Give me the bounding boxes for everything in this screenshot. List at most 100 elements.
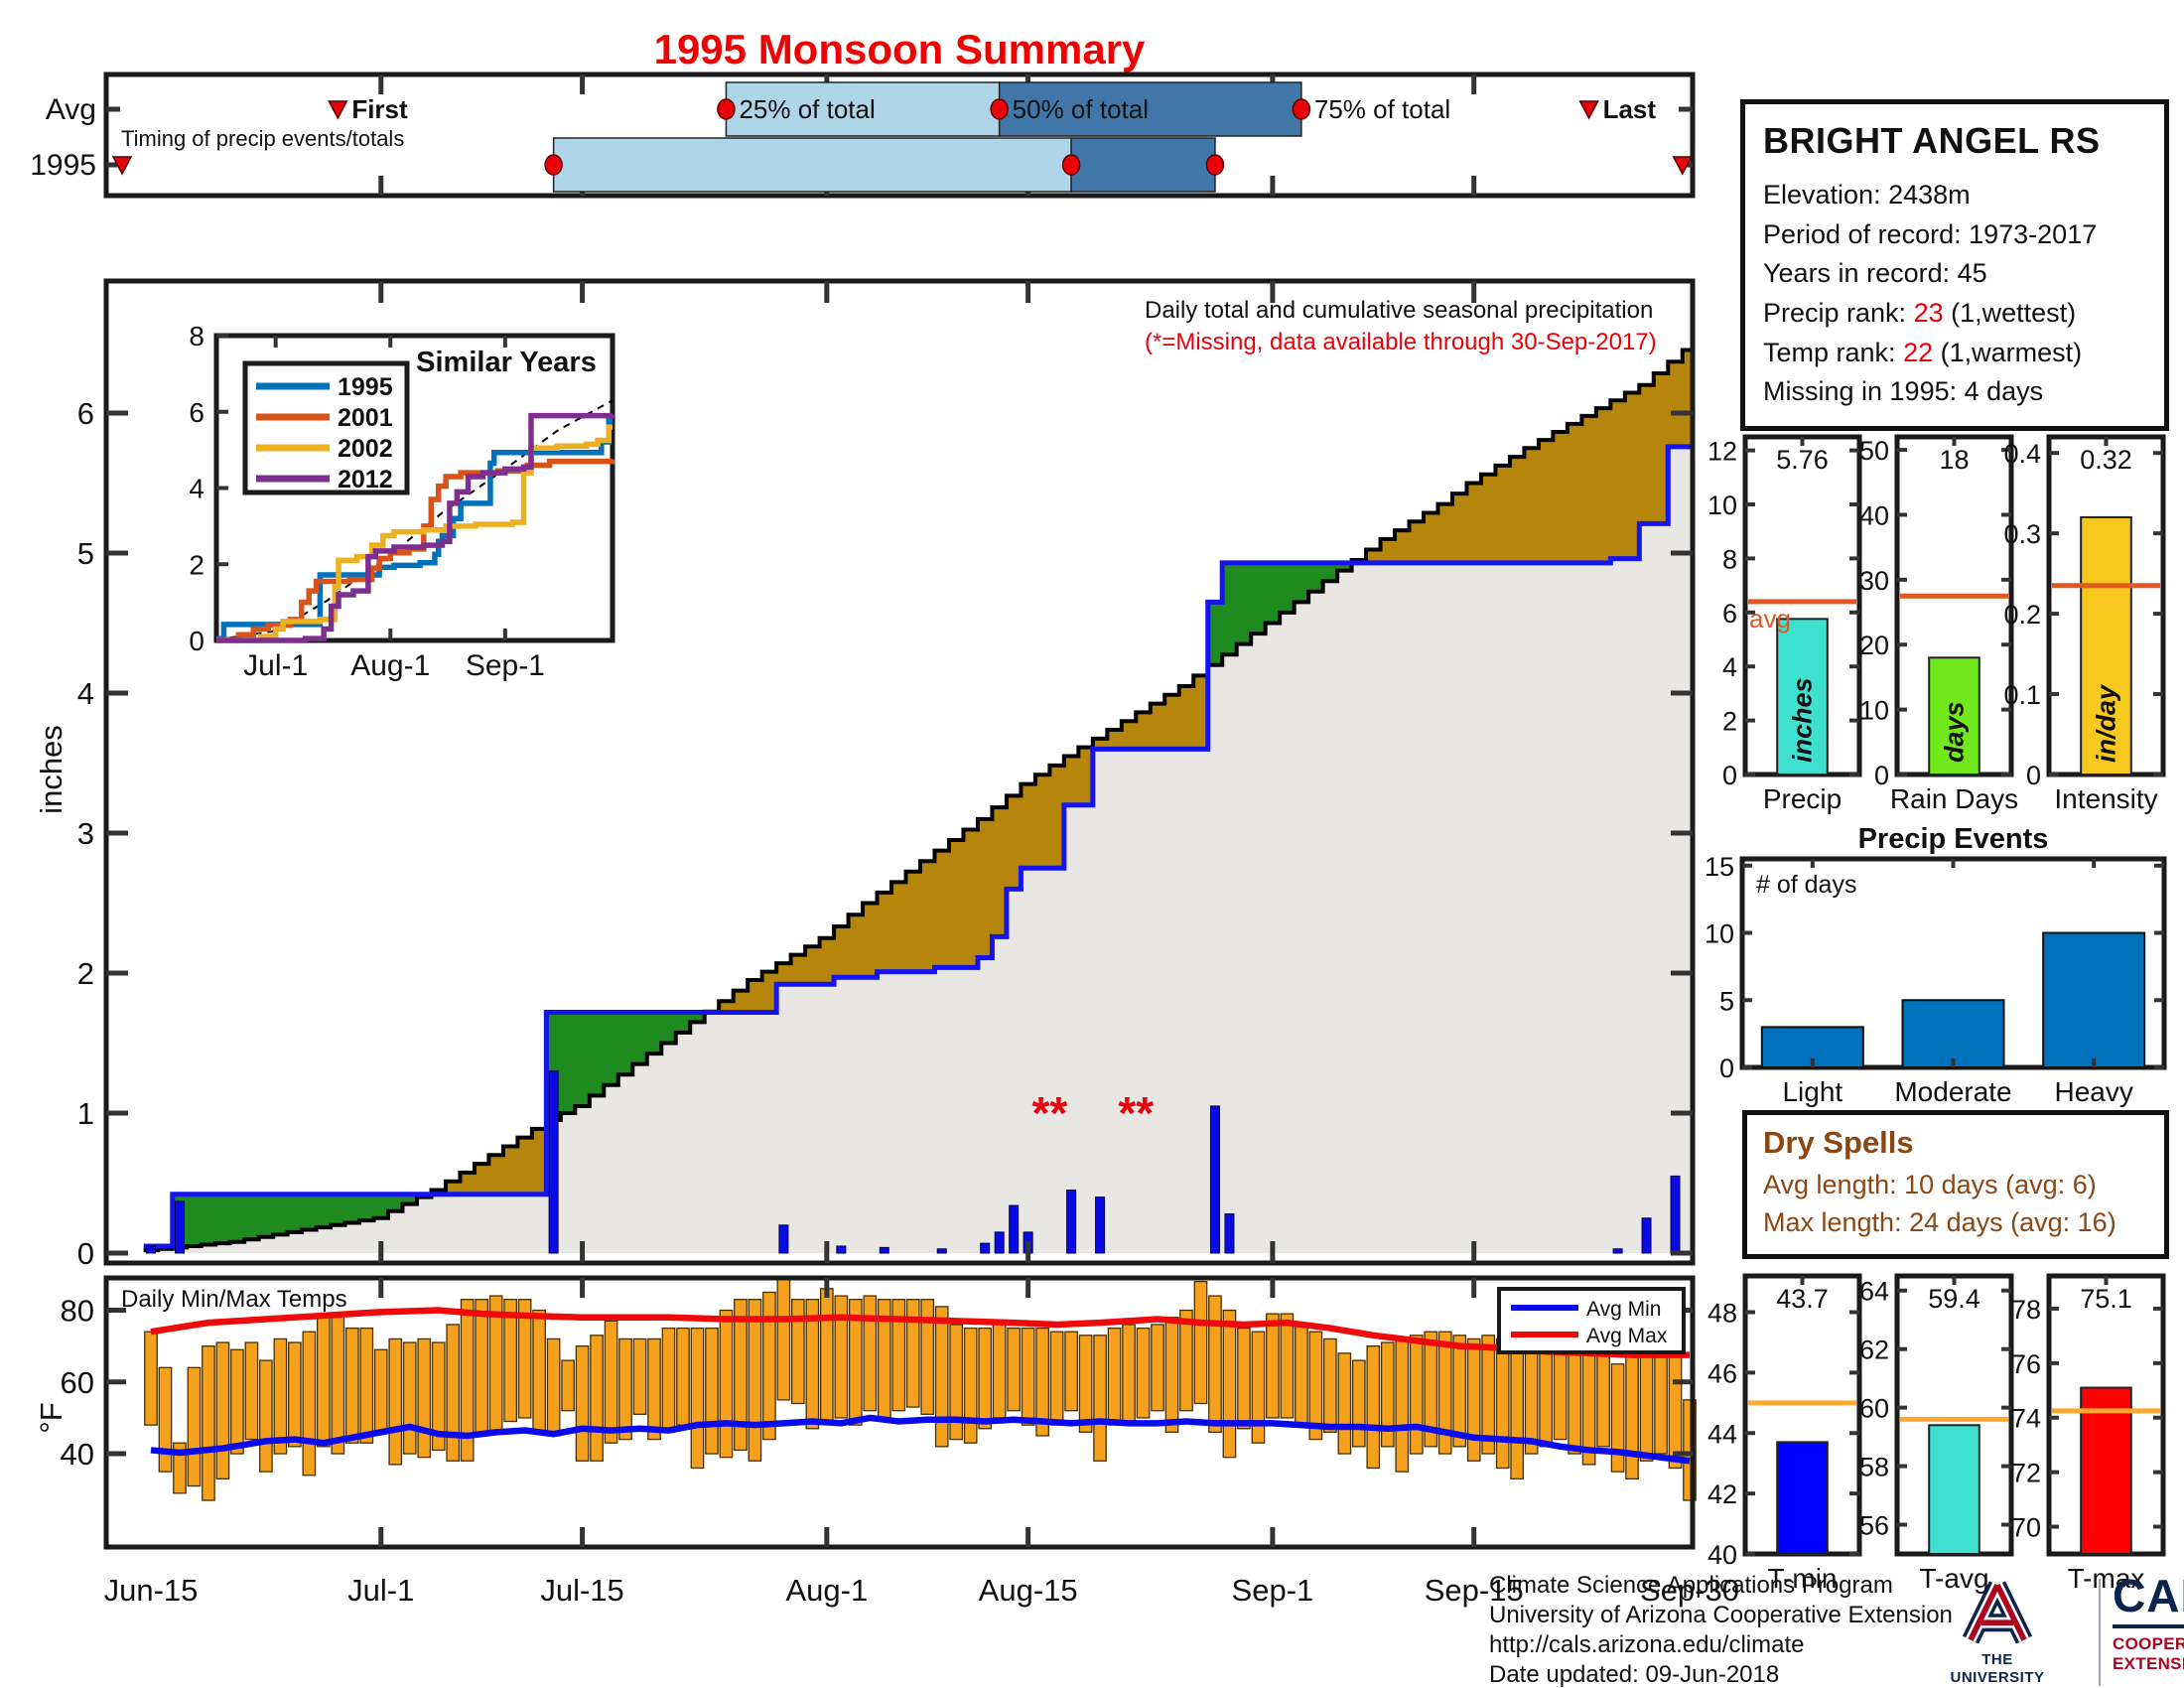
panel-ytick-label: 50 — [1859, 436, 1889, 466]
date-axis-label: Sep-15 — [1425, 1573, 1524, 1608]
panel-ytick-label: 60 — [1859, 1394, 1889, 1424]
daily-temp-range-bar — [359, 1327, 374, 1444]
page-title: 1995 Monsoon Summary — [653, 26, 1146, 72]
panel-ytick-label: 44 — [1707, 1419, 1737, 1449]
inset-legend-label: 2012 — [338, 466, 393, 493]
daily-temp-range-bar — [1049, 1331, 1064, 1426]
daily-temp-range-bar — [1495, 1337, 1510, 1470]
precip-rank-value: 23 — [1913, 298, 1944, 329]
temp-ytick-label: 80 — [61, 1294, 94, 1329]
daily-temp-range-bar — [661, 1327, 676, 1434]
main-ylabel: inches — [34, 725, 68, 814]
timing-75-label: 75% of total — [1314, 94, 1450, 124]
footer-credits: Climate Science Applications Program Uni… — [1489, 1571, 1953, 1688]
daily-temp-range-bar — [1136, 1327, 1151, 1419]
main-ytick-label: 3 — [77, 816, 94, 851]
daily-precip-bar — [1670, 1175, 1681, 1254]
events-category-label: Heavy — [2054, 1076, 2132, 1107]
events-bar — [1901, 999, 2005, 1068]
daily-temp-range-bar — [949, 1324, 964, 1441]
logo-divider — [2099, 1579, 2101, 1686]
daily-temp-range-bar — [1596, 1352, 1610, 1448]
summary-xlabel: Precip — [1763, 783, 1842, 814]
summary-value-label: 75.1 — [2080, 1284, 2132, 1314]
daily-temp-range-bar — [1021, 1327, 1035, 1426]
daily-temp-range-bar — [1539, 1345, 1553, 1448]
daily-precip-bar — [1224, 1213, 1235, 1254]
panel-ytick-label: 56 — [1859, 1511, 1889, 1541]
inset-ytick-label: 6 — [189, 397, 205, 428]
temp-rank-value: 22 — [1903, 337, 1934, 367]
date-axis-label: Aug-1 — [785, 1573, 868, 1608]
events-category-label: Light — [1782, 1076, 1843, 1107]
main-ytick-label: 0 — [77, 1236, 94, 1271]
dry-spells-title: Dry Spells — [1763, 1125, 1914, 1160]
daily-temp-range-bar — [1035, 1327, 1049, 1437]
station-period: Period of record: 1973-2017 — [1763, 218, 2098, 249]
cals-cooperative: COOPERATIVE — [2113, 1634, 2184, 1653]
panel-ytick-label: 74 — [2011, 1404, 2041, 1434]
panel-ytick-label: 72 — [2011, 1459, 2041, 1488]
cals-logo: CALS COOPERATIVE EXTENSION — [2113, 1573, 2184, 1673]
panel-ytick-label: 76 — [2011, 1349, 2041, 1379]
temp-legend-label: Avg Max — [1586, 1325, 1668, 1347]
daily-temp-range-bar — [1409, 1335, 1424, 1455]
summary-value-bar — [1928, 656, 1980, 775]
daily-precip-bar — [1095, 1196, 1106, 1254]
daily-temp-range-bar — [302, 1331, 317, 1477]
inset-ytick-label: 2 — [189, 549, 205, 580]
daily-temp-range-bar — [1193, 1280, 1208, 1405]
daily-temp-range-bar — [863, 1295, 878, 1412]
daily-temp-range-bar — [805, 1299, 820, 1430]
date-axis-label: Jul-1 — [347, 1573, 414, 1608]
panel-ytick-label: 0.4 — [2003, 439, 2041, 469]
daily-temp-range-bar — [762, 1291, 776, 1441]
footer-line-updated: Date updated: 09-Jun-2018 — [1489, 1661, 1780, 1688]
panel-ytick-label: 46 — [1707, 1358, 1737, 1388]
daily-temp-range-bar — [834, 1295, 849, 1419]
daily-temp-range-bar — [848, 1299, 863, 1426]
daily-temp-range-bar — [1481, 1335, 1496, 1455]
charts-graphics-layer: First 25% of total 50% of total 75% of tota… — [30, 71, 2167, 1608]
daily-temp-range-bar — [891, 1299, 906, 1412]
station-missing: Missing in 1995: 4 days — [1763, 376, 2044, 407]
footer-line-program: Climate Science Applications Program — [1489, 1572, 1893, 1599]
inset-ytick-label: 0 — [189, 626, 205, 656]
daily-precip-bar — [936, 1248, 947, 1254]
panel-ytick-label: 0 — [2026, 761, 2041, 790]
event-triangle-icon — [1578, 100, 1599, 120]
timing-note: Timing of precip events/totals — [121, 126, 404, 151]
daily-temp-range-bar — [417, 1337, 432, 1459]
summary-unit-label: days — [1940, 701, 1970, 763]
daily-temp-range-bar — [920, 1299, 935, 1415]
panel-ytick-label: 20 — [1859, 631, 1889, 660]
timing-bar-50-75 — [1070, 137, 1216, 193]
daily-temp-range-bar — [1437, 1331, 1452, 1455]
date-axis-label: Sep-1 — [1232, 1573, 1314, 1608]
daily-precip-bar — [1066, 1190, 1077, 1254]
inset-title: Similar Years — [416, 347, 597, 378]
daily-temp-range-bar — [561, 1359, 575, 1412]
panel-ytick-label: 0.2 — [2003, 600, 2041, 630]
daily-temp-range-bar — [676, 1327, 690, 1426]
summary-xlabel: T-max — [2068, 1563, 2145, 1594]
daily-temp-range-bar — [1380, 1341, 1395, 1448]
station-temp-rank: Temp rank: 22 (1,warmest) — [1763, 334, 2146, 373]
temp-legend-label: Avg Min — [1586, 1298, 1661, 1321]
panel-ytick-label: 12 — [1707, 437, 1737, 467]
daily-temp-range-bar — [1668, 1352, 1683, 1470]
dry-spells-avg-length: Avg length: 10 days (avg: 6) — [1763, 1170, 2097, 1199]
temp-rank-rest: (1,warmest) — [1933, 337, 2083, 367]
daily-temp-range-bar — [734, 1299, 748, 1452]
daily-temp-range-bar — [963, 1327, 978, 1444]
daily-precip-bar — [1612, 1248, 1623, 1254]
summary-xlabel: Rain Days — [1890, 783, 2018, 814]
daily-temp-range-bar — [1107, 1327, 1122, 1426]
daily-temp-range-bar — [690, 1327, 705, 1470]
station-info-box: BRIGHT ANGEL RS Elevation: 2438m Period … — [1740, 99, 2169, 432]
avg-min-line — [150, 1414, 1691, 1465]
daily-temp-range-bar — [1395, 1337, 1410, 1473]
main-ytick-label: 6 — [77, 396, 94, 431]
daily-precip-bar — [778, 1224, 789, 1254]
station-name: BRIGHT ANGEL RS — [1763, 120, 2101, 161]
